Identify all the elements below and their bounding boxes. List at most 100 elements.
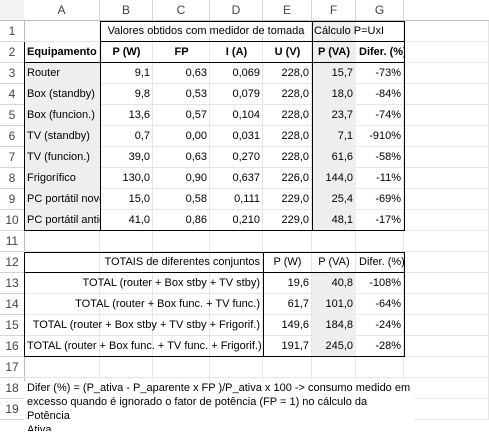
table-value[interactable]: 228,0 (281, 88, 309, 100)
table-value[interactable]: 25,4 (331, 193, 353, 205)
table-value[interactable]: 0,57 (185, 109, 207, 121)
table-value[interactable]: 9,8 (134, 88, 150, 100)
row-header-10[interactable]: 10 (0, 210, 25, 231)
table-value[interactable]: 0,270 (232, 151, 260, 163)
table-value[interactable]: 228,0 (281, 151, 309, 163)
table-value[interactable]: 144,0 (325, 172, 353, 184)
totals-label[interactable]: TOTAL (router + Box stby + TV stby + Fri… (32, 319, 260, 331)
table-value[interactable]: -11% (376, 172, 401, 184)
column-header-d[interactable]: D (210, 0, 263, 21)
column-header-g[interactable]: G (356, 0, 404, 21)
row-header-15[interactable]: 15 (0, 315, 25, 336)
totals-label[interactable]: TOTAL (router + Box func. + TV func. + F… (27, 340, 262, 352)
row-header-7[interactable]: 7 (0, 147, 25, 168)
totals-header[interactable]: TOTAIS de diferentes conjuntos (24, 252, 263, 273)
column-title[interactable]: P (VA) (312, 42, 356, 63)
table-value[interactable]: 23,7 (331, 109, 353, 121)
row-header-2[interactable]: 2 (0, 42, 25, 63)
totals-header-diff[interactable]: Difer. (%) (356, 252, 404, 273)
totals-pva[interactable]: 184,8 (325, 319, 353, 331)
row-header-1[interactable]: 1 (0, 21, 25, 42)
totals-pw[interactable]: 19,6 (287, 277, 309, 289)
table-value[interactable]: 0,00 (185, 130, 207, 142)
column-title[interactable]: Difer. (%) (356, 42, 404, 63)
table-value[interactable]: 9,1 (134, 67, 150, 79)
table-value[interactable]: 229,0 (281, 214, 309, 226)
totals-diff[interactable]: -108% (369, 277, 401, 289)
row-header-3[interactable]: 3 (0, 63, 25, 84)
row-header-5[interactable]: 5 (0, 105, 25, 126)
totals-pw[interactable]: 149,6 (281, 319, 309, 331)
table-value[interactable]: -58% (375, 151, 401, 163)
table-value[interactable]: 0,079 (232, 88, 260, 100)
table-value[interactable]: -17% (375, 214, 401, 226)
table-value[interactable]: 0,111 (234, 193, 260, 205)
row-header-13[interactable]: 13 (0, 273, 25, 294)
table-value[interactable]: 39,0 (128, 151, 150, 163)
table-value[interactable]: 18,0 (331, 88, 353, 100)
table-value[interactable]: 226,0 (281, 172, 309, 184)
equipment-name[interactable]: Box (standby) (27, 88, 95, 100)
column-header-a[interactable]: A (24, 0, 100, 21)
equipment-name[interactable]: TV (standby) (27, 130, 90, 142)
table-value[interactable]: 41,0 (128, 214, 150, 226)
column-header-c[interactable]: C (153, 0, 210, 21)
table-value[interactable]: 48,1 (331, 214, 353, 226)
table-value[interactable]: 15,7 (331, 67, 353, 79)
equipment-name[interactable]: PC portátil antigo (27, 214, 100, 226)
totals-pw[interactable]: 191,7 (281, 340, 309, 352)
equipment-name[interactable]: Router (27, 67, 61, 79)
table-value[interactable]: 0,86 (185, 214, 207, 226)
row-header-19[interactable]: 19 (0, 399, 25, 420)
totals-diff[interactable]: -24% (375, 319, 401, 331)
table-value[interactable]: 0,031 (232, 130, 260, 142)
table-value[interactable]: 228,0 (281, 67, 309, 79)
column-header-blank[interactable] (404, 0, 489, 21)
column-title[interactable]: Equipamento (24, 42, 100, 63)
table-value[interactable]: 0,58 (185, 193, 207, 205)
table-value[interactable]: -69% (375, 193, 401, 205)
table-value[interactable]: 228,0 (281, 109, 309, 121)
table-value[interactable]: 0,90 (185, 172, 207, 184)
row-header-8[interactable]: 8 (0, 168, 25, 189)
table-value[interactable]: 15,0 (128, 193, 150, 205)
column-title[interactable]: U (V) (263, 42, 312, 63)
table-value[interactable]: 0,069 (232, 67, 260, 79)
column-title[interactable]: P (W) (100, 42, 153, 63)
table-value[interactable]: 0,7 (134, 130, 150, 142)
table-value[interactable]: 228,0 (281, 130, 309, 142)
row-header-4[interactable]: 4 (0, 84, 25, 105)
table-value[interactable]: 13,6 (128, 109, 150, 121)
totals-diff[interactable]: -28% (375, 340, 401, 352)
column-header-f[interactable]: F (312, 0, 356, 21)
row-header-6[interactable]: 6 (0, 126, 25, 147)
table-value[interactable]: -910% (369, 130, 401, 142)
row-header-16[interactable]: 16 (0, 336, 25, 357)
row-header-14[interactable]: 14 (0, 294, 25, 315)
table-value[interactable]: -74% (375, 109, 401, 121)
table-value[interactable]: 229,0 (281, 193, 309, 205)
column-header-b[interactable]: B (100, 0, 153, 21)
table-value[interactable]: 0,637 (232, 172, 260, 184)
totals-pva[interactable]: 245,0 (325, 340, 353, 352)
row-header-18[interactable]: 18 (0, 378, 25, 399)
totals-pva[interactable]: 40,8 (331, 277, 353, 289)
table-value[interactable]: 0,53 (185, 88, 207, 100)
row-header-12[interactable]: 12 (0, 252, 25, 273)
row-header-11[interactable]: 11 (0, 231, 25, 252)
table-value[interactable]: -73% (375, 67, 401, 79)
totals-header-pva[interactable]: P (VA) (312, 252, 356, 273)
column-header-e[interactable]: E (263, 0, 312, 21)
calculation-header[interactable]: Cálculo P=UxI (312, 21, 404, 42)
row-header-17[interactable]: 17 (0, 357, 25, 378)
table-value[interactable]: 0,104 (232, 109, 260, 121)
measured-values-header[interactable]: Valores obtidos com medidor de tomada (100, 21, 312, 42)
table-value[interactable]: 0,63 (185, 67, 207, 79)
totals-label[interactable]: TOTAL (router + Box stby + TV stby) (82, 277, 261, 289)
column-title[interactable]: FP (153, 42, 210, 63)
select-all-corner[interactable] (0, 0, 25, 21)
table-value[interactable]: 130,0 (122, 172, 150, 184)
equipment-name[interactable]: Box (funcion.) (27, 109, 95, 121)
equipment-name[interactable]: TV (funcion.) (27, 151, 90, 163)
totals-pw[interactable]: 61,7 (287, 298, 309, 310)
